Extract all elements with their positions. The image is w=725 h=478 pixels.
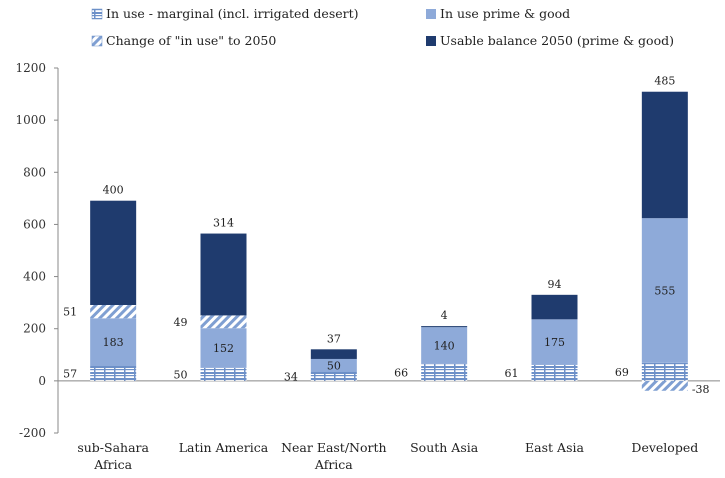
legend-swatch-marginal: [91, 8, 103, 20]
legend-label-prime: In use prime & good: [440, 6, 570, 21]
legend: In use - marginal (incl. irrigated deser…: [91, 6, 674, 48]
data-label-prime: 50: [327, 359, 341, 372]
data-label-prime: 152: [213, 342, 234, 355]
data-label-marginal: 61: [505, 367, 519, 380]
bars: [90, 91, 688, 391]
data-label-prime: 183: [103, 336, 124, 349]
category-label: sub-Sahara Africa: [77, 440, 149, 472]
bar-prime-0: [90, 318, 137, 366]
category-label: South Asia: [410, 440, 479, 455]
y-tick-label: 800: [23, 165, 46, 179]
data-label-balance: 4: [441, 309, 448, 322]
category-label: East Asia: [525, 440, 584, 455]
data-label-balance: 37: [327, 332, 341, 345]
bar-prime-4: [531, 319, 578, 365]
data-label-change: 49: [174, 316, 188, 329]
bar-marginal-4: [531, 364, 578, 381]
data-label-change: -38: [692, 383, 710, 396]
legend-swatch-change: [91, 35, 103, 47]
bar-change-5: [641, 380, 688, 391]
y-tick-label: 1200: [15, 61, 46, 75]
data-label-marginal: 57: [63, 367, 77, 380]
y-tick-label: -200: [19, 426, 46, 440]
category-label: Developed: [631, 440, 698, 455]
bar-balance-5: [641, 91, 688, 219]
bar-prime-2: [310, 358, 357, 372]
bar-prime-3: [421, 327, 468, 364]
data-label-balance: 485: [654, 75, 675, 88]
data-label-marginal: 69: [615, 366, 629, 379]
data-label-balance: 314: [213, 217, 234, 230]
bar-marginal-0: [90, 365, 137, 381]
bar-balance-2: [310, 349, 357, 359]
bar-balance-3: [421, 326, 468, 328]
bar-marginal-3: [421, 363, 468, 381]
data-label-marginal: 50: [174, 368, 188, 381]
bar-balance-0: [90, 200, 137, 305]
y-tick-label: 0: [38, 374, 46, 388]
bar-prime-5: [641, 218, 688, 363]
bar-prime-1: [200, 328, 247, 368]
x-axis: sub-Sahara Africa Latin America Near East/N…: [77, 440, 698, 472]
y-tick-label: 600: [23, 217, 46, 231]
legend-label-balance: Usable balance 2050 (prime & good): [440, 33, 674, 48]
data-label-balance: 400: [103, 184, 124, 197]
bar-balance-1: [200, 233, 247, 316]
category-label: Near East/North Africa: [281, 440, 386, 472]
bar-marginal-2: [310, 371, 357, 381]
bar-marginal-5: [641, 362, 688, 381]
legend-label-marginal: In use - marginal (incl. irrigated deser…: [106, 6, 359, 21]
bar-marginal-1: [200, 367, 247, 381]
y-tick-label: 400: [23, 270, 46, 284]
bar-change-0: [90, 304, 137, 319]
data-label-marginal: 34: [284, 370, 298, 383]
bar-change-1: [200, 315, 247, 329]
data-label-prime: 555: [654, 285, 675, 298]
legend-swatch-prime: [426, 9, 436, 19]
legend-swatch-balance: [426, 36, 436, 46]
data-label-marginal: 66: [394, 366, 408, 379]
y-tick-label: 1000: [15, 113, 46, 127]
y-axis: -200 0 200 400 600 800 1000 1200: [15, 61, 720, 440]
data-label-balance: 94: [548, 278, 562, 291]
category-label: Latin America: [179, 440, 269, 455]
data-label-prime: 140: [434, 339, 455, 352]
data-label-prime: 175: [544, 336, 565, 349]
data-label-change: 51: [63, 306, 77, 319]
y-tick-label: 200: [23, 322, 46, 336]
legend-label-change: Change of "in use" to 2050: [106, 33, 276, 48]
bar-balance-4: [531, 294, 578, 320]
data-labels: 57 183 51 400 50 152 49 314 34 50 37 66 140 4 61 175 94 6…: [63, 75, 709, 396]
